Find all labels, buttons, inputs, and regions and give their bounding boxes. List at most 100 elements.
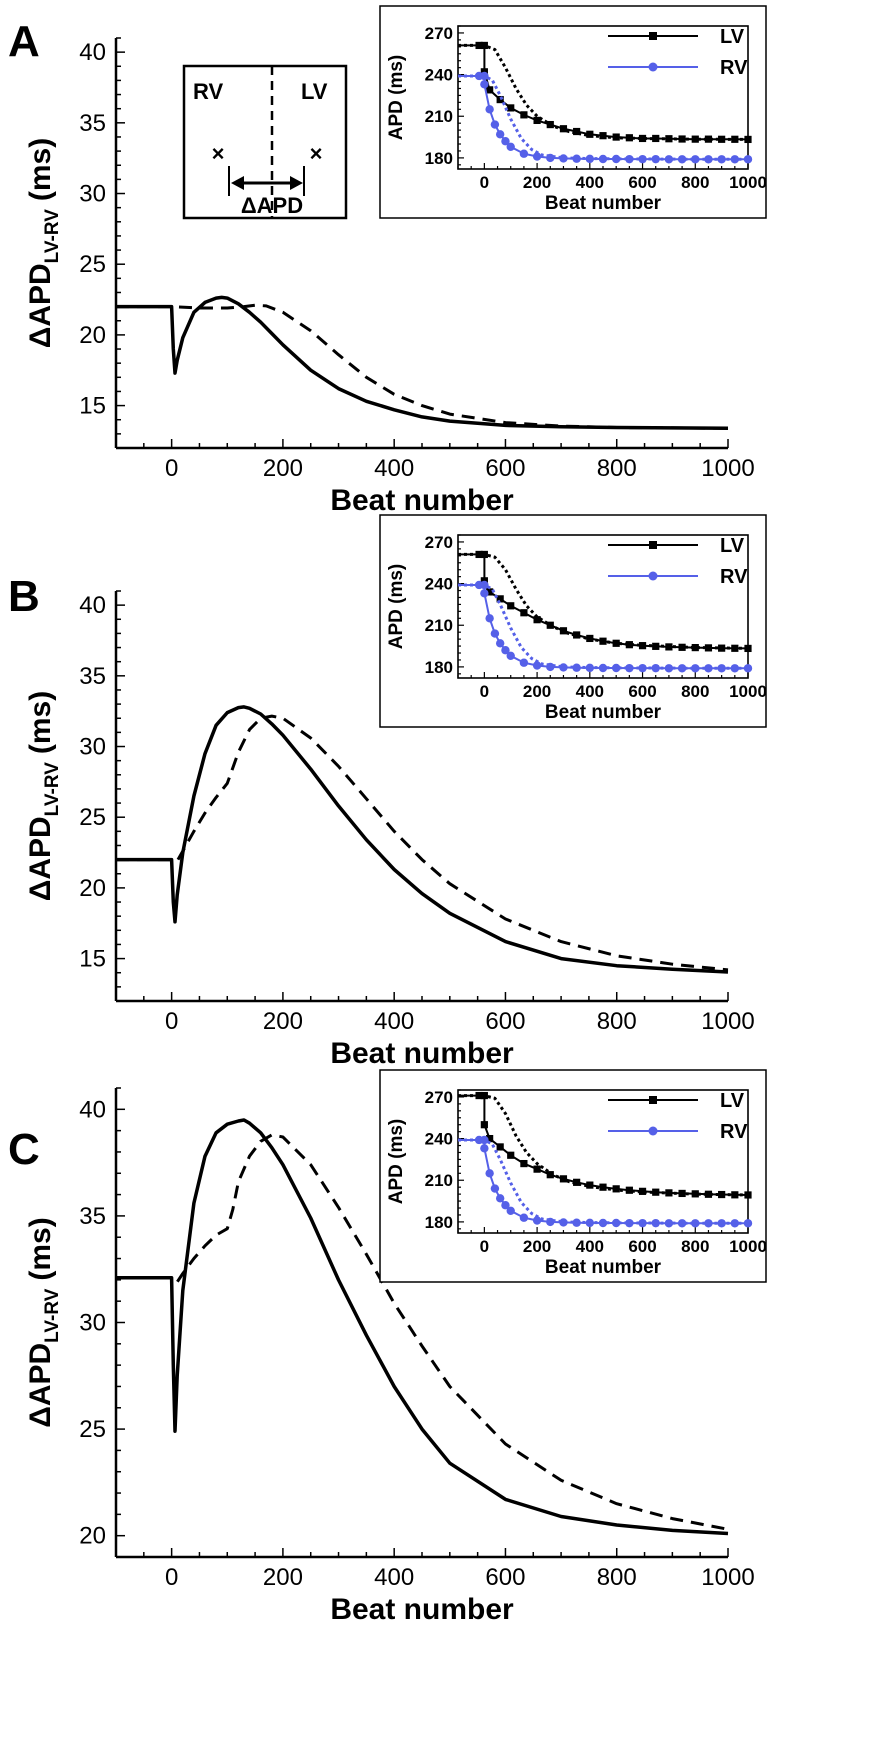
chart-panel-b: 0 200 400 600 800 1000 15 20 25 30 35 40 Beat number… bbox=[24, 590, 755, 1070]
y-tick-label: 30 bbox=[79, 1310, 106, 1337]
x-tick-label: 0 bbox=[165, 455, 178, 482]
inset-frame bbox=[379, 1069, 767, 1283]
inset-chart-b: 0 200 400 600 800 1000 180 210 240 270 Beat number… bbox=[379, 514, 767, 728]
inset-marker-rv bbox=[501, 137, 510, 146]
inset-marker-lv bbox=[704, 135, 713, 143]
inset-marker-lv bbox=[475, 1091, 483, 1100]
inset-marker-lv bbox=[546, 1171, 554, 1179]
y-tick-label: 25 bbox=[79, 1416, 106, 1443]
inset-marker-rv bbox=[485, 614, 494, 623]
inset-marker-rv bbox=[743, 1219, 753, 1228]
inset-marker-lv bbox=[638, 642, 647, 650]
y-axis-label-unit: (ms) bbox=[24, 138, 57, 201]
y-axis-label-main: ΔAPD bbox=[24, 816, 57, 901]
inset-marker-lv bbox=[586, 1181, 594, 1189]
inset-marker-lv bbox=[486, 588, 494, 596]
inset-x-tick-label: 0 bbox=[480, 173, 489, 192]
inset-x-tick-label: 200 bbox=[523, 1237, 551, 1256]
x-tick-label: 800 bbox=[597, 1564, 637, 1591]
y-axis-label-unit: (ms) bbox=[24, 1217, 57, 1280]
y-axis-label-subscript: LV-RV bbox=[42, 209, 63, 264]
y-tick-label: 20 bbox=[79, 322, 106, 349]
y-tick-label: 30 bbox=[79, 181, 106, 208]
inset-x-tick-label: 800 bbox=[681, 1237, 709, 1256]
inset-frame bbox=[379, 514, 767, 728]
y-axis-label-subscript: LV-RV bbox=[42, 1288, 63, 1343]
series-line-solid bbox=[116, 1118, 729, 1536]
inset-marker-rv bbox=[691, 1219, 700, 1228]
inset-marker-rv bbox=[611, 154, 621, 164]
inset-y-tick-label: 180 bbox=[425, 658, 453, 677]
x-tick-label: 1000 bbox=[701, 455, 754, 482]
inset-marker-lv bbox=[496, 95, 504, 104]
inset-marker-rv bbox=[532, 1216, 542, 1225]
inset-marker-rv bbox=[519, 1213, 529, 1222]
legend-label-rv: RV bbox=[720, 566, 748, 588]
y-tick-label: 35 bbox=[79, 110, 106, 137]
inset-y-axis-label: APD (ms) bbox=[386, 55, 407, 141]
inset-series-dotted-lv bbox=[458, 552, 749, 650]
inset-marker-rv bbox=[480, 589, 489, 598]
inset-chart-a: 0 200 400 600 800 1000 180 210 240 270 Beat number… bbox=[379, 5, 767, 219]
inset-y-tick-label: 270 bbox=[425, 1088, 453, 1107]
inset-y-tick-label: 180 bbox=[425, 149, 453, 168]
legend-label-lv: LV bbox=[720, 535, 745, 557]
inset-x-tick-label: 400 bbox=[576, 173, 604, 192]
y-axis-label-unit: (ms) bbox=[24, 691, 57, 754]
inset-marker-rv bbox=[691, 664, 700, 673]
inset-y-tick-label: 210 bbox=[425, 1171, 453, 1190]
y-tick-label: 35 bbox=[79, 663, 106, 690]
y-axis-label-main: ΔAPD bbox=[24, 1343, 57, 1428]
inset-marker-lv bbox=[625, 134, 633, 142]
inset-y-tick-label: 210 bbox=[425, 107, 453, 126]
inset-marker-rv bbox=[677, 155, 687, 164]
inset-marker-lv bbox=[486, 86, 494, 94]
schematic-marker-right: × bbox=[310, 141, 323, 166]
inset-x-axis-label: Beat number bbox=[545, 1257, 662, 1278]
x-axis-label: Beat number bbox=[330, 1037, 514, 1070]
inset-marker-lv bbox=[486, 1134, 494, 1143]
inset-marker-rv bbox=[532, 661, 542, 670]
inset-marker-lv bbox=[507, 1151, 515, 1159]
inset-marker-lv bbox=[718, 1190, 726, 1199]
x-tick-label: 800 bbox=[597, 455, 637, 482]
series-line-dashed bbox=[116, 303, 729, 430]
y-tick-label: 40 bbox=[79, 592, 106, 619]
legend-marker-rv bbox=[648, 1126, 658, 1136]
inset-marker-lv bbox=[533, 116, 541, 125]
series-line-solid bbox=[116, 295, 729, 430]
inset-x-tick-label: 400 bbox=[576, 1237, 604, 1256]
inset-x-tick-label: 0 bbox=[480, 682, 489, 701]
inset-marker-lv bbox=[507, 602, 515, 610]
inset-marker-rv bbox=[506, 142, 515, 151]
inset-marker-lv bbox=[704, 644, 713, 652]
inset-y-tick-label: 240 bbox=[425, 1130, 453, 1149]
x-tick-label: 600 bbox=[485, 455, 525, 482]
schematic-lv-label: LV bbox=[301, 79, 328, 104]
inset-x-tick-label: 0 bbox=[480, 1237, 489, 1256]
legend-marker-lv bbox=[649, 541, 657, 549]
x-tick-label: 200 bbox=[263, 455, 303, 482]
series-line-solid bbox=[116, 705, 729, 974]
y-axis-label: ΔAPDLV-RV (ms) bbox=[24, 1217, 63, 1427]
x-tick-label: 400 bbox=[374, 1564, 414, 1591]
legend-marker-lv bbox=[649, 1096, 657, 1104]
x-axis-label: Beat number bbox=[330, 484, 514, 517]
y-axis-label-main: ΔAPD bbox=[24, 263, 57, 348]
series-line-dashed bbox=[116, 714, 729, 972]
inset-marker-lv bbox=[625, 1186, 633, 1194]
inset-x-tick-label: 200 bbox=[523, 682, 551, 701]
inset-marker-rv bbox=[743, 664, 753, 673]
legend-marker-rv bbox=[648, 62, 658, 72]
inset-series-rv bbox=[458, 584, 748, 670]
inset-marker-lv bbox=[573, 1178, 581, 1186]
inset-marker-lv bbox=[475, 41, 483, 50]
inset-x-axis-label: Beat number bbox=[545, 193, 662, 214]
y-tick-label: 20 bbox=[79, 875, 106, 902]
inset-y-tick-label: 270 bbox=[425, 24, 453, 43]
inset-marker-lv bbox=[520, 609, 528, 617]
inset-marker-rv bbox=[743, 155, 753, 164]
inset-series-dotted-lv bbox=[458, 43, 749, 141]
inset-x-tick-label: 600 bbox=[628, 1237, 656, 1256]
